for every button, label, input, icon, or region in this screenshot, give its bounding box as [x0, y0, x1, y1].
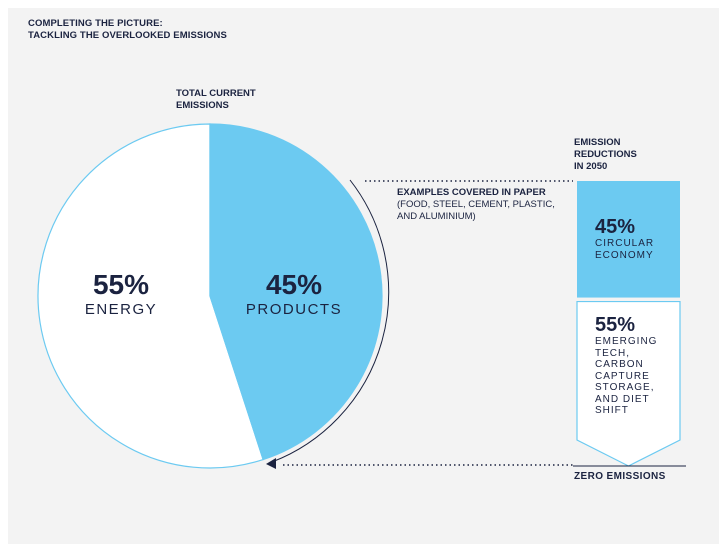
circular-economy-text: 45% CIRCULAR ECONOMY [595, 216, 654, 261]
reduction-bar [576, 181, 681, 467]
emerging-tech-text: 55% EMERGING TECH, CARBON CAPTURE STORAG… [595, 314, 657, 417]
title-line-2: TACKLING THE OVERLOOKED EMISSIONS [28, 30, 227, 41]
bar-segment-circular-economy [577, 181, 680, 298]
reductions-title-line-2: REDUCTIONS [574, 149, 637, 160]
emerging-line-7: SHIFT [595, 405, 629, 416]
reductions-title-line-3: IN 2050 [574, 161, 608, 172]
emerging-pct: 55% [595, 314, 636, 336]
pie-slice-products [209, 123, 383, 461]
pie-title: TOTAL CURRENT EMISSIONS [176, 88, 256, 112]
emerging-line-2: TECH, [595, 347, 630, 359]
products-pct-label: 45% [266, 269, 322, 300]
emerging-line-1: EMERGING [595, 336, 658, 347]
energy-name-label: ENERGY [85, 301, 157, 318]
bar-segment-emerging-tech [576, 300, 681, 467]
title-line-1: COMPLETING THE PICTURE: [28, 18, 163, 29]
circular-line-2: ECONOMY [595, 249, 654, 261]
zero-emissions-label: ZERO EMISSIONS [574, 471, 666, 482]
circular-pct: 45% [595, 216, 636, 238]
page-title: COMPLETING THE PICTURE: TACKLING THE OVE… [28, 18, 227, 42]
bracket-arrowhead-icon [266, 458, 276, 469]
emerging-line-3: CARBON [595, 359, 644, 370]
reductions-title-line-1: EMISSION [574, 137, 621, 148]
pie-slice-energy [37, 123, 264, 469]
examples-note-rest: (FOOD, STEEL, CEMENT, PLASTIC, AND ALUMI… [397, 199, 555, 222]
pie-title-line-2: EMISSIONS [176, 100, 229, 111]
products-bracket-arc [271, 179, 390, 463]
products-name-label: PRODUCTS [246, 301, 342, 318]
pie-title-line-1: TOTAL CURRENT [176, 88, 256, 99]
energy-pct-label: 55% [93, 269, 149, 300]
examples-note: EXAMPLES COVERED IN PAPER (FOOD, STEEL, … [397, 187, 557, 223]
emerging-line-6: AND DIET [595, 393, 650, 405]
emerging-line-5: STORAGE, [595, 382, 655, 393]
reductions-title: EMISSION REDUCTIONS IN 2050 [574, 137, 637, 173]
circular-line-1: CIRCULAR [595, 238, 655, 249]
emerging-line-4: CAPTURE [595, 370, 650, 382]
examples-note-bold: EXAMPLES COVERED IN PAPER [397, 187, 546, 198]
pie-chart [37, 123, 383, 469]
